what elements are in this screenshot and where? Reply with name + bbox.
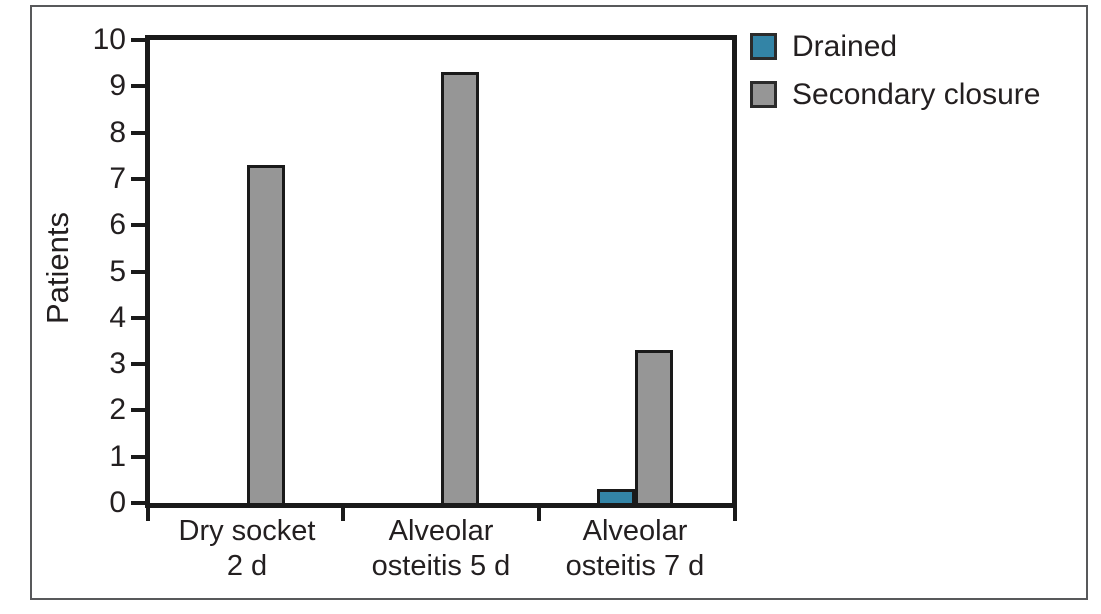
y-tick-label: 5 [109,254,126,288]
y-tick-label: 4 [109,300,126,334]
legend-swatch-icon [750,33,777,60]
bar-drained-cat3 [597,489,635,503]
y-tick-label: 3 [109,347,126,381]
legend-item-secondary-closure: Secondary closure [750,78,1040,111]
x-tick-mark [536,507,541,521]
y-tick-label: 0 [109,486,126,519]
x-category-label-line: osteitis 5 d [371,550,511,582]
y-tick-mark [131,269,145,274]
x-category-label: Alveolar osteitis 7 d [515,514,755,584]
bar-secondary-closure-cat2 [441,72,479,503]
y-tick-mark [131,454,145,459]
x-category-label-line: Alveolar [388,515,494,547]
x-tick-mark [341,507,346,521]
figure-frame [30,5,1088,600]
x-category-label-line: Alveolar [582,515,688,547]
y-tick-mark [131,130,145,135]
legend: Drained Secondary closure [750,30,1040,129]
x-tick-mark [732,507,737,521]
y-tick-mark [131,408,145,413]
y-tick-label: 9 [109,69,126,103]
x-category-label-line: 2 d [226,550,268,582]
y-tick-mark [131,315,145,320]
legend-label: Drained [792,29,898,63]
y-tick-mark [131,501,145,505]
plot-area [145,35,737,508]
x-category-label-line: Dry socket [178,515,316,547]
y-tick-mark [131,362,145,367]
legend-item-drained: Drained [750,30,1040,63]
bars-container [150,40,732,503]
y-tick-label: 6 [109,208,126,242]
x-category-label: Alveolar osteitis 5 d [321,514,561,584]
y-tick-label: 7 [109,161,126,195]
y-tick-mark [131,84,145,89]
legend-label: Secondary closure [792,77,1041,111]
y-tick-label: 8 [109,115,126,149]
y-tick-mark [131,176,145,181]
bar-secondary-closure-cat3 [635,350,673,503]
y-tick-mark [131,223,145,228]
bar-secondary-closure-cat1 [247,165,285,503]
y-tick-label: 1 [109,439,126,473]
legend-swatch-icon [750,81,777,108]
y-tick-mark [131,38,145,42]
y-tick-label: 2 [109,393,126,427]
y-tick-label: 10 [92,23,126,56]
x-category-label: Dry socket 2 d [127,514,367,584]
x-category-label-line: osteitis 7 d [565,550,705,582]
x-tick-mark [145,507,150,521]
